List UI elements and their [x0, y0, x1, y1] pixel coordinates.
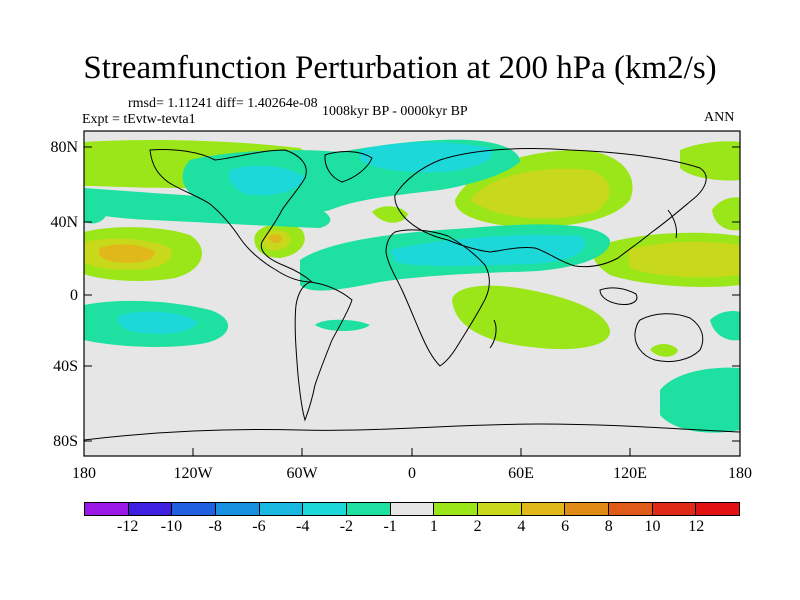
- negative-anomaly-north-america: [84, 188, 331, 228]
- colorbar-swatch: [347, 503, 391, 515]
- positive-core-northwest-pacific: [628, 241, 740, 278]
- lat-label: 0: [70, 287, 78, 304]
- colorbar-label: 6: [561, 518, 570, 535]
- colorbar-swatch: [521, 503, 566, 515]
- stats-line: rmsd= 1.11241 diff= 1.40264e-08: [128, 96, 318, 111]
- colorbar-swatch: [434, 503, 479, 515]
- colorbar-swatch: [85, 503, 129, 515]
- lon-label: 180: [72, 465, 96, 482]
- lon-label: 60W: [286, 465, 318, 482]
- coastline-japan: [667, 209, 677, 239]
- lon-label: 0: [408, 465, 416, 482]
- negative-core-north-america: [228, 165, 305, 196]
- tick-marks: [83, 146, 741, 456]
- colorbar-label: -6: [252, 518, 266, 535]
- period-label: 1008kyr BP - 0000kyr BP: [322, 104, 468, 119]
- experiment-label: Expt = tEvtw-tevta1: [82, 112, 196, 127]
- coastline-eurasia: [394, 147, 707, 268]
- negative-anomaly-south-atlantic-small: [315, 319, 370, 332]
- positive-core-eurasia: [470, 168, 610, 219]
- colorbar-label: 1: [429, 518, 438, 535]
- negative-anomaly-southern-ocean: [660, 367, 740, 433]
- coastline-australia: [634, 313, 704, 363]
- anomaly-contours: [84, 139, 740, 433]
- lon-label: 120W: [173, 465, 213, 482]
- coastline-madagascar: [489, 319, 497, 349]
- lat-label: 40N: [50, 214, 78, 231]
- axis-labels: 80N 40N 0 40S 80S 180 120W 60W 0 60E 120…: [50, 139, 752, 482]
- negative-anomaly-east-south-pacific: [710, 310, 740, 341]
- colorbar-swatch: [652, 503, 697, 515]
- lat-label: 40S: [53, 358, 78, 375]
- colorbar-label: -10: [160, 518, 183, 535]
- coastline-greenland: [324, 151, 373, 183]
- colorbar-swatch: [172, 503, 217, 515]
- lon-label: 120E: [613, 465, 647, 482]
- colorbar-swatch: [696, 503, 740, 515]
- lat-label: 80N: [50, 139, 78, 156]
- lat-label: 80S: [53, 433, 78, 450]
- negative-anomaly-far-west: [84, 201, 108, 224]
- colorbar-label: -12: [117, 518, 139, 535]
- colorbar-label: 2: [473, 518, 482, 535]
- coastline-maritime-asia: [599, 287, 638, 305]
- plot-title: Streamfunction Perturbation at 200 hPa (…: [83, 50, 717, 86]
- colorbar-swatch: [609, 503, 653, 515]
- positive-anomaly-south-pacific-small: [650, 344, 678, 357]
- colorbar-label: 4: [517, 518, 526, 535]
- colorbar-swatch: [303, 503, 348, 515]
- coastline-antarctica: [84, 423, 740, 441]
- colorbar-label: -1: [383, 518, 397, 535]
- positive-anomaly-north-pacific-east: [680, 141, 740, 181]
- colorbar-label: -4: [295, 518, 310, 535]
- colorbar-swatch: [216, 503, 260, 515]
- colorbar-swatch: [259, 503, 304, 515]
- coastlines: [84, 147, 740, 441]
- negative-core-arctic: [360, 142, 493, 173]
- negative-core-tropical: [390, 234, 586, 266]
- coastline-south-america: [294, 281, 353, 422]
- colorbar-label: -8: [208, 518, 222, 535]
- negative-core-south-pacific: [117, 311, 198, 334]
- colorbar-label: -2: [339, 518, 354, 535]
- lon-label: 180: [728, 465, 752, 482]
- colorbar-label: 10: [644, 518, 661, 535]
- colorbar-swatch: [478, 503, 522, 515]
- lon-label: 60E: [508, 465, 534, 482]
- colorbar-swatch: [565, 503, 610, 515]
- positive-peak-pacific: [98, 244, 155, 263]
- colorbar-label: 12: [688, 518, 705, 535]
- colorbar-swatch: [128, 503, 173, 515]
- colorbar-label: 8: [604, 518, 613, 535]
- season-label: ANN: [704, 110, 735, 125]
- coastline-north-america: [149, 149, 314, 283]
- positive-anomaly-south-indian: [452, 285, 611, 350]
- coastline-africa: [385, 229, 490, 367]
- colorbar-swatch: [390, 503, 435, 515]
- colorbar: [84, 502, 740, 516]
- positive-peak-caribbean: [268, 234, 282, 244]
